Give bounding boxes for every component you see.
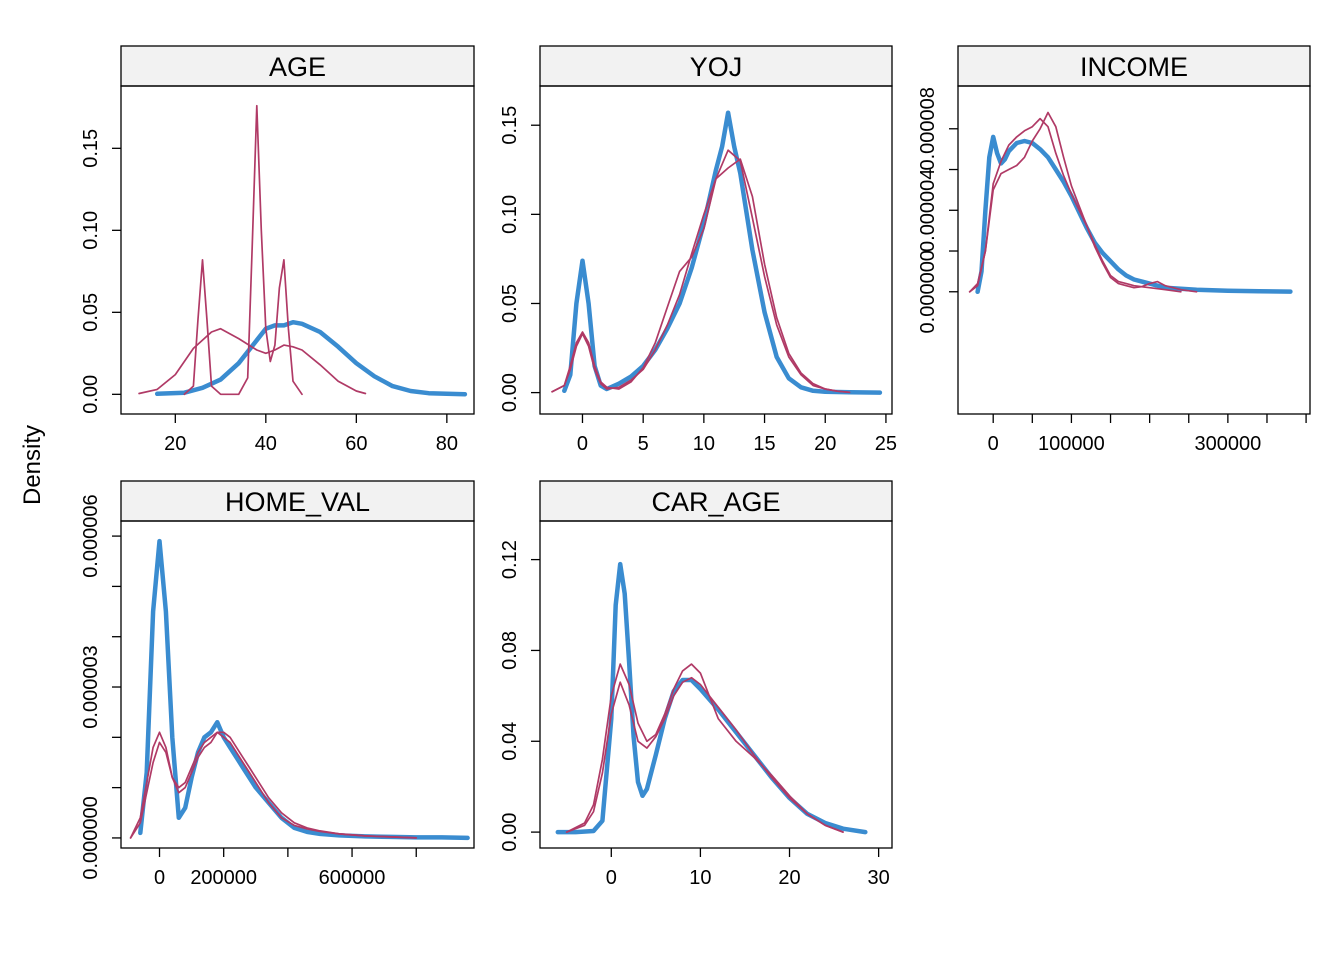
observed-density-line bbox=[138, 538, 470, 841]
y-tick-label: 0.05 bbox=[80, 293, 102, 332]
y-tick-label: 0.000000 bbox=[917, 250, 939, 333]
x-tick-label: 0 bbox=[988, 433, 999, 455]
x-tick-label: 10 bbox=[693, 433, 715, 455]
observed-density-line bbox=[975, 134, 1293, 295]
panel-title: YOJ bbox=[690, 52, 743, 82]
imputed-density-line-2 bbox=[565, 663, 844, 833]
y-tick-label: 0.15 bbox=[499, 106, 521, 145]
y-tick-label: 0.000004 bbox=[917, 169, 939, 252]
x-tick-label: 200000 bbox=[190, 867, 257, 889]
y-tick-label: 0.08 bbox=[499, 631, 521, 670]
x-tick-label: 20 bbox=[164, 433, 186, 455]
imputed-density-line-2 bbox=[551, 158, 851, 394]
x-tick-label: 0 bbox=[577, 433, 588, 455]
y-tick-label: 0.05 bbox=[499, 284, 521, 323]
panel-strip bbox=[539, 480, 893, 522]
x-tick-label: 300000 bbox=[1194, 433, 1261, 455]
x-tick-label: 0 bbox=[606, 867, 617, 889]
y-tick-label: 0.00 bbox=[499, 813, 521, 852]
panel-frame bbox=[120, 85, 475, 415]
panel-strip bbox=[120, 45, 475, 87]
observed-density-line bbox=[562, 110, 883, 395]
panel-strip bbox=[120, 480, 475, 522]
imputed-density-line-2 bbox=[968, 111, 1182, 293]
panel-home-val: HOME_VAL 0 200000 600000 0.000000 0.000003 0.0… bbox=[80, 480, 475, 889]
panel-title: INCOME bbox=[1080, 52, 1188, 82]
panel-income: INCOME 0 100000 300000 0.0000000.0000040.000… bbox=[917, 45, 1311, 455]
x-tick-label: 100000 bbox=[1038, 433, 1105, 455]
imputed-density-line-2 bbox=[129, 731, 418, 839]
x-tick-label: 40 bbox=[255, 433, 277, 455]
imputed-density-line-1 bbox=[551, 149, 851, 394]
panel-car-age: CAR_AGE 0 10 20 30 0.00 0.04 0.08 0.12 bbox=[499, 480, 893, 889]
imputed-density-line-1 bbox=[968, 117, 1198, 293]
y-tick-label: 0.04 bbox=[499, 722, 521, 761]
y-tick-label: 0.00 bbox=[80, 375, 102, 414]
x-tick-label: 80 bbox=[436, 433, 458, 455]
panel-frame bbox=[539, 520, 893, 849]
x-tick-label: 20 bbox=[778, 867, 800, 889]
panel-frame bbox=[120, 520, 475, 849]
panel-strip bbox=[539, 45, 893, 87]
y-tick-label: 0.000008 bbox=[917, 87, 939, 170]
y-tick-label: 0.12 bbox=[499, 540, 521, 579]
panel-age: AGE 20 40 60 80 0.00 0.05 0.10 0.15 bbox=[80, 45, 475, 455]
y-tick-label: 0.10 bbox=[80, 211, 102, 250]
panel-yoj: YOJ 0 5 10 15 20 25 0.00 0.05 0.10 0.15 bbox=[499, 45, 897, 455]
panel-strip bbox=[957, 45, 1311, 87]
imputed-density-line-1 bbox=[565, 676, 844, 833]
imputed-density-line-1 bbox=[138, 327, 367, 395]
panel-title: AGE bbox=[269, 52, 326, 82]
x-tick-label: 5 bbox=[638, 433, 649, 455]
y-tick-label: 0.000003 bbox=[80, 645, 102, 728]
y-tick-label: 0.15 bbox=[80, 129, 102, 168]
imputed-density-line-2 bbox=[183, 104, 303, 396]
y-tick-label: 0.000006 bbox=[80, 494, 102, 577]
y-tick-label: 0.10 bbox=[499, 195, 521, 234]
x-tick-label: 0 bbox=[154, 867, 165, 889]
panel-frame bbox=[539, 85, 893, 415]
panel-title: CAR_AGE bbox=[651, 487, 780, 517]
x-tick-label: 20 bbox=[814, 433, 836, 455]
panel-title: HOME_VAL bbox=[225, 487, 370, 517]
x-tick-label: 10 bbox=[689, 867, 711, 889]
y-tick-label: 0.000000 bbox=[80, 796, 102, 879]
panel-group: AGE 20 40 60 80 0.00 0.05 0.10 0.15 YOJ 0 5 10 15 20 25… bbox=[80, 45, 1311, 889]
y-tick-label: 0.00 bbox=[499, 373, 521, 412]
x-tick-label: 60 bbox=[345, 433, 367, 455]
y-axis-label: Density bbox=[19, 425, 46, 505]
panel-frame bbox=[957, 85, 1311, 415]
x-tick-label: 15 bbox=[753, 433, 775, 455]
observed-density-line bbox=[154, 319, 468, 397]
x-tick-label: 600000 bbox=[319, 867, 386, 889]
x-tick-label: 25 bbox=[875, 433, 897, 455]
x-tick-label: 30 bbox=[868, 867, 890, 889]
